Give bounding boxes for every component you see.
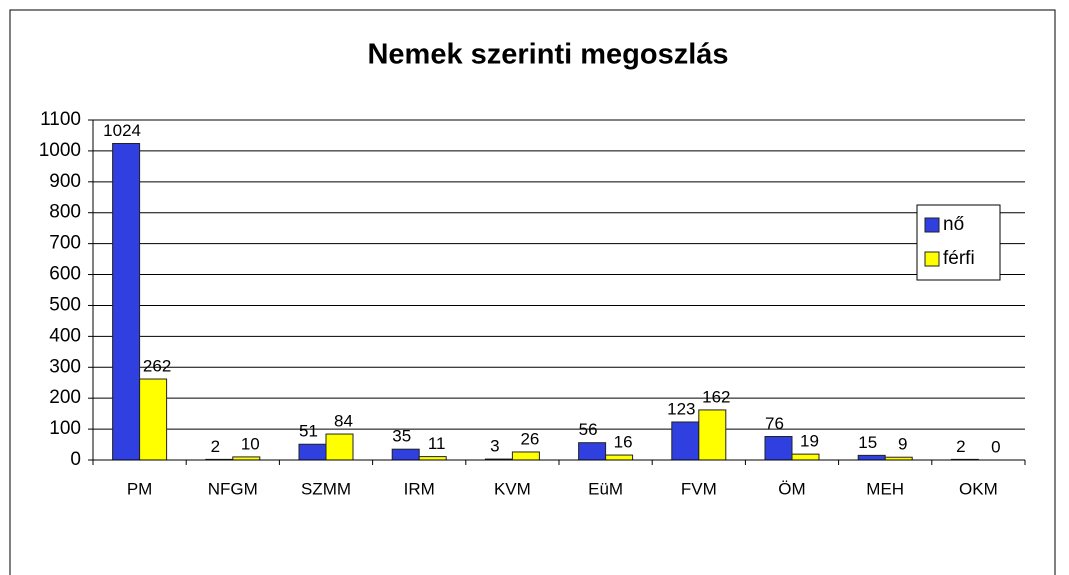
bar — [605, 454, 634, 461]
y-tick-label: 900 — [49, 171, 81, 192]
x-tick-label: MEH — [866, 479, 904, 498]
legend-label: férfi — [943, 248, 975, 269]
x-tick-label: OKM — [959, 479, 998, 498]
y-tick-label: 1000 — [39, 140, 81, 161]
bar — [671, 421, 700, 461]
x-tick-label: NFGM — [208, 479, 258, 498]
data-label: 56 — [579, 420, 598, 439]
y-tick-label: 600 — [49, 264, 81, 285]
data-label: 51 — [299, 422, 318, 441]
bar — [578, 442, 607, 461]
data-label: 0 — [991, 437, 1000, 456]
bar — [791, 453, 820, 461]
y-tick-label: 700 — [49, 233, 81, 254]
bar — [112, 142, 141, 461]
bar — [418, 456, 447, 461]
data-label: 19 — [800, 432, 819, 451]
x-tick-label: FVM — [681, 479, 717, 498]
data-label: 3 — [490, 437, 499, 456]
x-tick-label: ÖM — [778, 479, 805, 498]
y-tick-label: 300 — [49, 356, 81, 377]
data-label: 35 — [392, 427, 411, 446]
data-label: 162 — [702, 387, 730, 406]
data-label: 84 — [334, 412, 353, 431]
y-tick-label: 400 — [49, 325, 81, 346]
data-label: 15 — [858, 433, 877, 452]
data-label: 9 — [898, 435, 907, 454]
bar — [298, 443, 327, 461]
x-tick-label: SZMM — [301, 479, 351, 498]
data-label: 10 — [241, 434, 260, 453]
data-label: 16 — [614, 433, 633, 452]
data-label: 2 — [956, 437, 965, 456]
bar — [391, 448, 420, 461]
x-tick-label: KVM — [494, 479, 531, 498]
x-tick-label: IRM — [404, 479, 435, 498]
data-label: 2 — [211, 437, 220, 456]
x-tick-label: EüM — [588, 479, 623, 498]
bar — [139, 378, 168, 461]
y-tick-label: 800 — [49, 202, 81, 223]
x-tick-label: PM — [127, 479, 153, 498]
data-label: 1024 — [103, 121, 141, 140]
data-label: 26 — [520, 429, 539, 448]
data-label: 11 — [428, 434, 446, 453]
bar — [325, 433, 354, 461]
legend-label: nő — [943, 214, 964, 235]
y-tick-label: 500 — [49, 294, 81, 315]
data-label: 262 — [143, 357, 171, 376]
y-tick-label: 1100 — [40, 109, 81, 130]
chart-title: Nemek szerinti megoszlás — [367, 39, 728, 71]
y-tick-label: 200 — [49, 387, 81, 408]
data-label: 76 — [765, 414, 784, 433]
bar — [698, 409, 727, 461]
legend-swatch — [924, 217, 940, 233]
chart-frame — [9, 9, 1056, 575]
y-tick-label: 0 — [70, 449, 81, 470]
data-label: 123 — [667, 399, 695, 418]
bar — [764, 436, 793, 461]
legend-swatch — [924, 251, 940, 267]
bar — [511, 451, 540, 461]
bar — [857, 454, 886, 461]
y-tick-label: 100 — [49, 418, 81, 439]
